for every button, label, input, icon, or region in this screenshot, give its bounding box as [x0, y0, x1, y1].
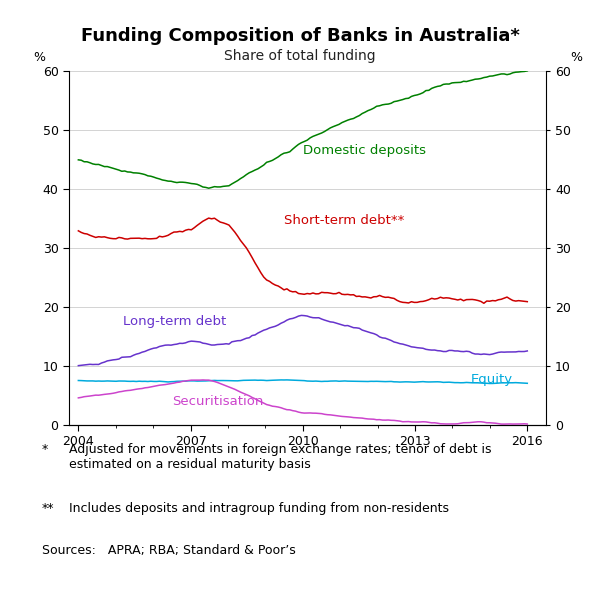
Text: %: % — [33, 51, 45, 64]
Text: Sources:   APRA; RBA; Standard & Poor’s: Sources: APRA; RBA; Standard & Poor’s — [42, 544, 296, 557]
Text: Adjusted for movements in foreign exchange rates; tenor of debt is
estimated on : Adjusted for movements in foreign exchan… — [69, 443, 491, 470]
Text: Long-term debt: Long-term debt — [123, 314, 226, 327]
Text: **: ** — [42, 502, 55, 515]
Text: Funding Composition of Banks in Australia*: Funding Composition of Banks in Australi… — [80, 27, 520, 45]
Text: Equity: Equity — [471, 374, 514, 387]
Text: Short-term debt**: Short-term debt** — [284, 214, 404, 228]
Text: Domestic deposits: Domestic deposits — [303, 144, 426, 157]
Text: Includes deposits and intragroup funding from non-residents: Includes deposits and intragroup funding… — [69, 502, 449, 515]
Text: *: * — [42, 443, 48, 456]
Text: Share of total funding: Share of total funding — [224, 49, 376, 63]
Text: Securitisation: Securitisation — [172, 395, 263, 408]
Text: %: % — [570, 51, 582, 64]
